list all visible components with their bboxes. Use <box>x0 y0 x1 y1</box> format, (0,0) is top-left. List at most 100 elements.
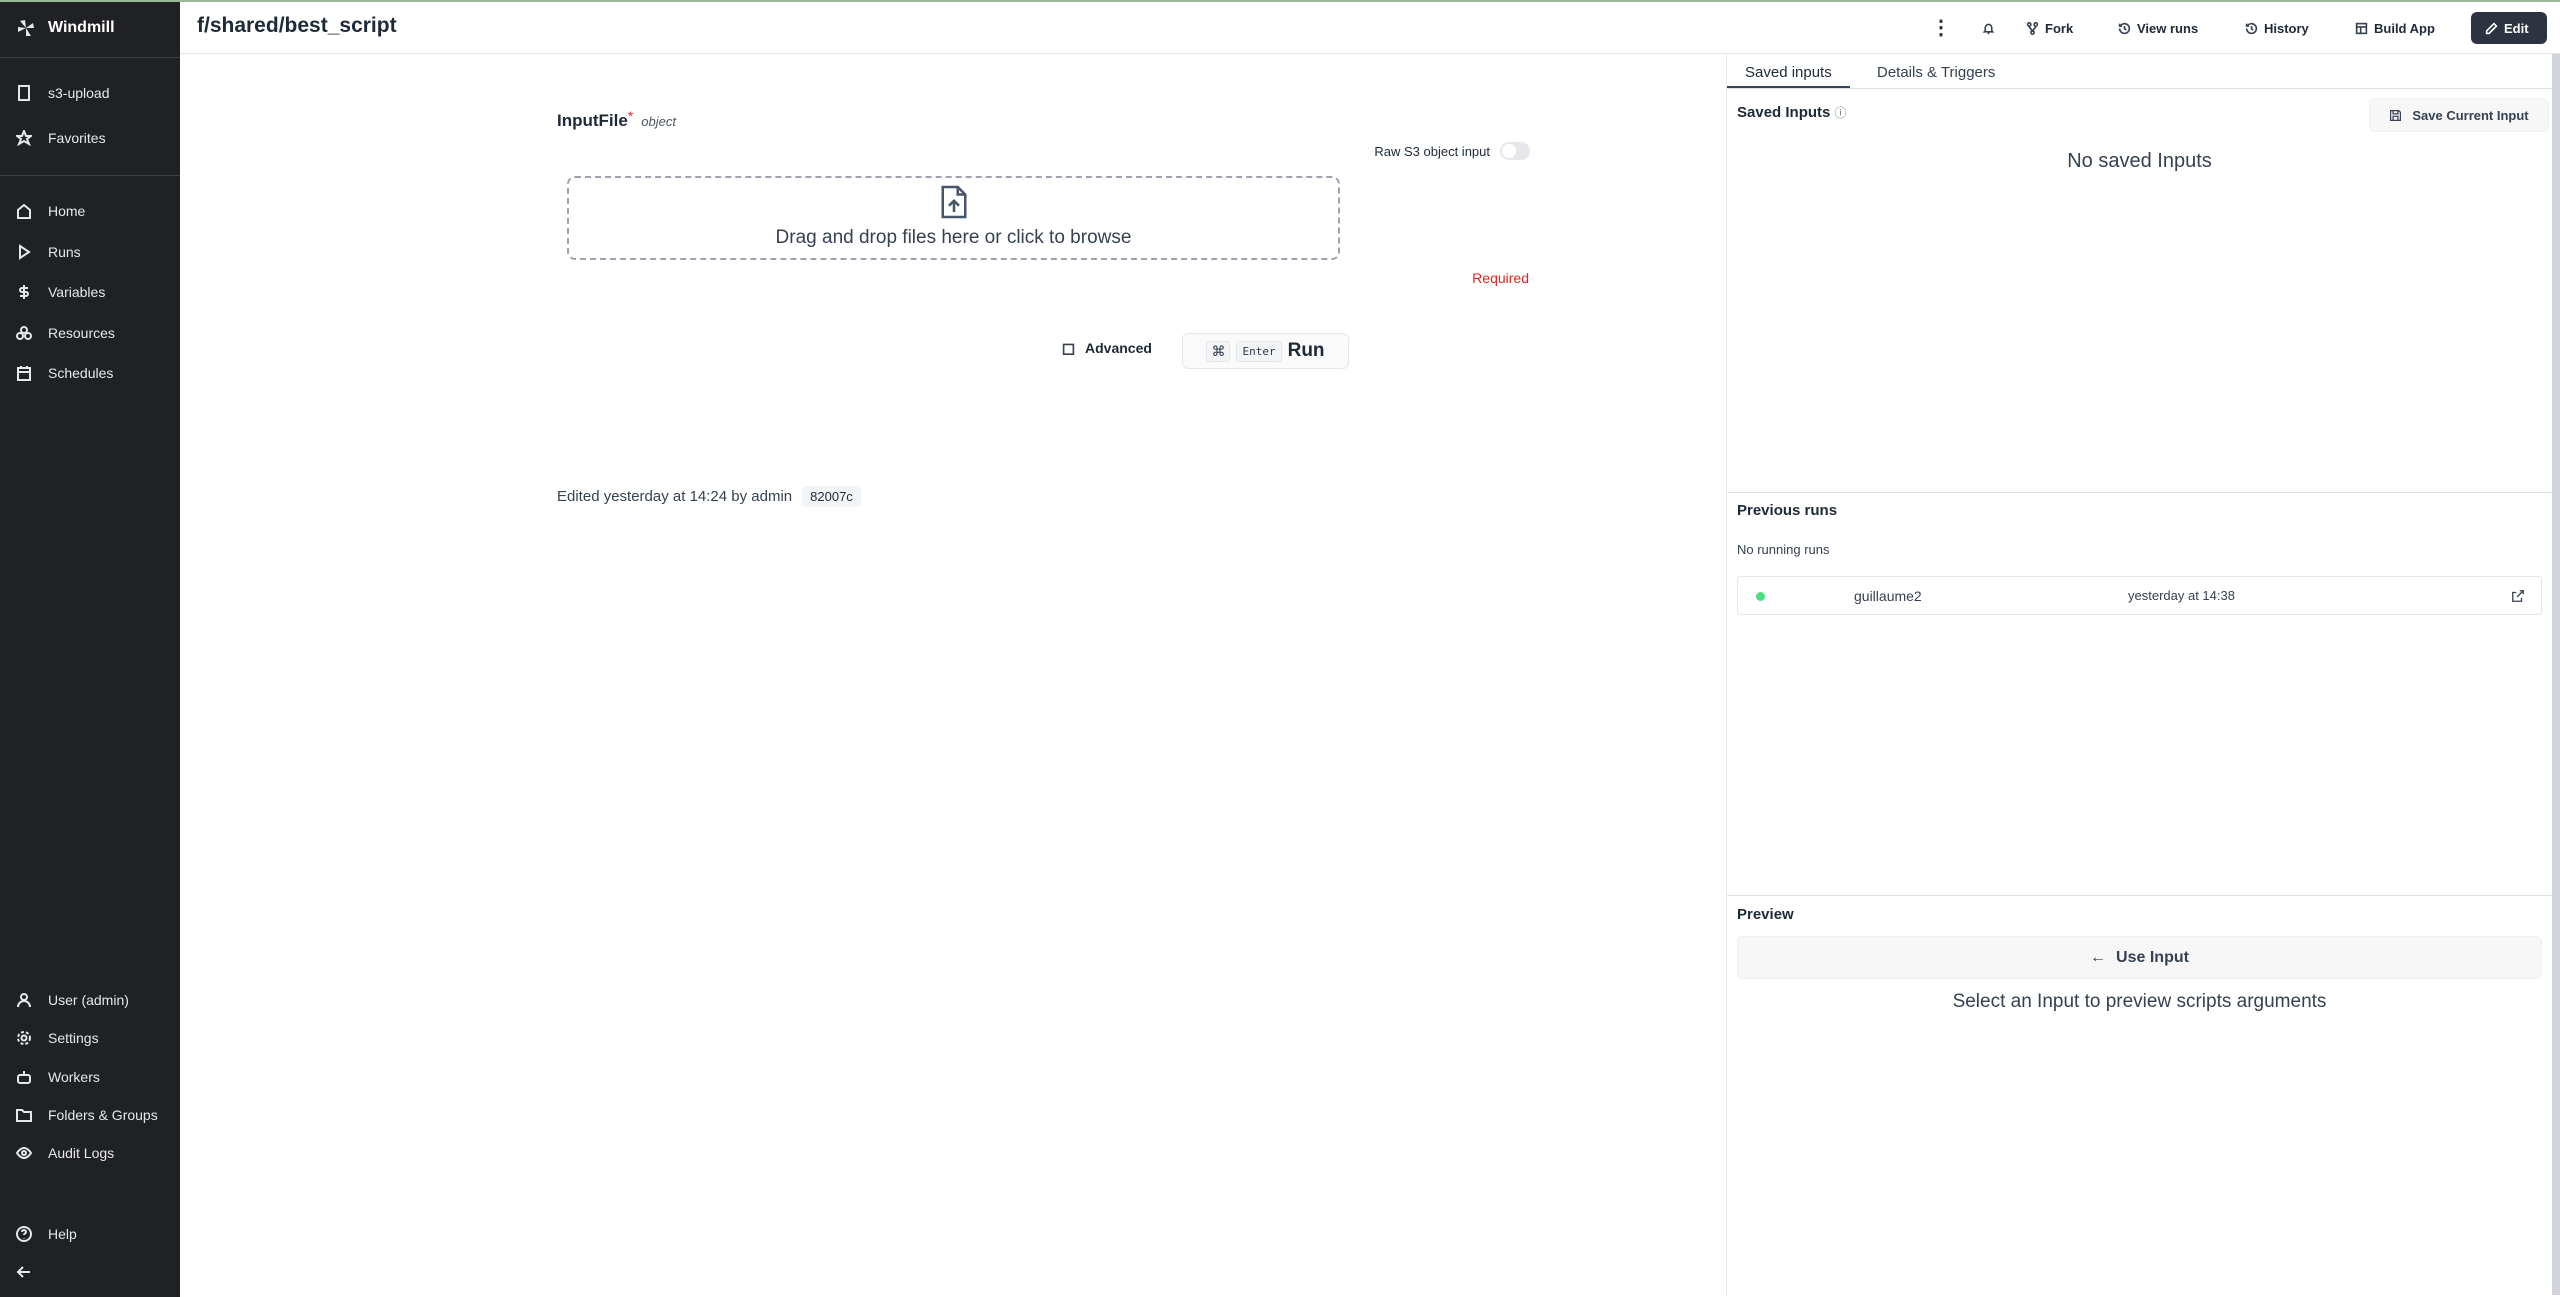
header: f/shared/best_script ⋮ Fork View runs Hi… <box>180 2 2560 54</box>
sidebar-item-workspace[interactable]: s3-upload <box>16 85 110 101</box>
home-icon <box>17 203 31 219</box>
file-upload-icon <box>941 185 966 219</box>
cmd-key: ⌘ <box>1206 340 1231 362</box>
sidebar-item-runs[interactable]: Runs <box>16 244 81 260</box>
help-icon <box>16 1226 32 1242</box>
windmill-icon <box>18 20 34 36</box>
label: Settings <box>48 1030 99 1046</box>
no-running-runs: No running runs <box>1737 542 1830 557</box>
play-icon <box>19 244 31 260</box>
advanced-button[interactable]: Advanced <box>1062 340 1152 356</box>
save-icon <box>2390 109 2402 121</box>
required-mark: * <box>627 108 634 124</box>
saved-inputs-title: Saved Inputs ⓘ <box>1737 104 1847 121</box>
sidebar-item-settings[interactable]: Settings <box>16 1030 99 1046</box>
more-menu-button[interactable]: ⋮ <box>1923 12 1959 44</box>
label: Resources <box>48 325 115 341</box>
field-type: object <box>641 114 676 129</box>
view-runs-button[interactable]: View runs <box>2110 12 2206 44</box>
collapse-sidebar-button[interactable] <box>16 1264 32 1280</box>
user-icon <box>17 993 31 1008</box>
edit-button[interactable]: Edit <box>2471 12 2547 44</box>
building-icon <box>18 85 30 101</box>
save-current-input-button[interactable]: Save Current Input <box>2369 98 2549 132</box>
bot-icon <box>17 1071 31 1084</box>
star-icon <box>16 130 32 146</box>
preview-title: Preview <box>1737 906 1794 923</box>
required-error: Required <box>1472 270 1529 286</box>
label: History <box>2264 20 2309 36</box>
raw-s3-toggle[interactable] <box>1500 142 1530 160</box>
field-header: InputFile * object <box>557 108 676 131</box>
dropzone-text: Drag and drop files here or click to bro… <box>775 227 1132 248</box>
run-label: Run <box>1287 340 1325 361</box>
divider <box>1727 88 2552 89</box>
sidebar: Windmill s3-upload Favorites Home Runs V… <box>0 2 180 1297</box>
sidebar-item-resources[interactable]: Resources <box>16 325 115 341</box>
arrow-left-icon <box>16 1266 30 1278</box>
label: Build App <box>2374 20 2435 36</box>
label: Advanced <box>1085 340 1152 356</box>
use-input-button[interactable]: ← Use Input <box>1737 936 2542 979</box>
label: Edit <box>2504 20 2529 36</box>
run-button[interactable]: ⌘ Enter Run <box>1182 333 1349 369</box>
build-app-button[interactable]: Build App <box>2347 12 2443 44</box>
label: Schedules <box>48 365 114 381</box>
previous-runs-title: Previous runs <box>1737 502 1838 519</box>
sidebar-item-favorites[interactable]: Favorites <box>16 130 106 146</box>
label: View runs <box>2137 20 2199 36</box>
tab-saved-inputs[interactable]: Saved inputs <box>1727 58 1850 88</box>
label: Variables <box>48 284 106 300</box>
windmill-logo[interactable]: Windmill <box>16 18 115 38</box>
label: Workers <box>48 1069 100 1085</box>
file-dropzone[interactable]: Drag and drop files here or click to bro… <box>567 176 1340 260</box>
label: User (admin) <box>48 992 129 1008</box>
arrow-left-icon: ← <box>2090 948 2107 966</box>
main-content: InputFile * object Raw S3 object input Dr… <box>180 54 1726 1295</box>
history-button[interactable]: History <box>2237 12 2317 44</box>
label: Saved Inputs <box>1737 104 1831 121</box>
sidebar-item-user[interactable]: User (admin) <box>16 992 129 1008</box>
label: Folders & Groups <box>48 1107 158 1123</box>
divider <box>0 175 180 176</box>
sidebar-item-help[interactable]: Help <box>16 1226 77 1242</box>
sidebar-item-variables[interactable]: Variables <box>16 284 105 300</box>
toggle-label: Raw S3 object input <box>1374 143 1490 159</box>
sidebar-item-folders[interactable]: Folders & Groups <box>16 1107 158 1123</box>
divider <box>1727 492 2552 493</box>
no-saved-inputs: No saved Inputs <box>2067 150 2212 172</box>
raw-s3-toggle-row: Raw S3 object input <box>1374 142 1530 160</box>
label: Save Current Input <box>2412 107 2529 123</box>
run-time: yesterday at 14:38 <box>2128 588 2235 603</box>
history-icon <box>2245 22 2258 34</box>
label: Use Input <box>2116 948 2189 966</box>
right-panel: Saved inputs Details & Triggers Saved In… <box>1726 54 2552 1295</box>
sidebar-item-workers[interactable]: Workers <box>16 1069 100 1085</box>
edited-text: Edited yesterday at 14:24 by admin <box>557 488 793 505</box>
label: Home <box>48 203 86 219</box>
sidebar-item-home[interactable]: Home <box>16 203 85 219</box>
status-dot <box>1756 592 1765 601</box>
bell-icon <box>1982 23 1995 34</box>
preview-hint: Select an Input to preview scripts argum… <box>1952 991 2327 1012</box>
boxes-icon <box>16 326 32 340</box>
brand-name: Windmill <box>48 19 115 36</box>
run-user: guillaume2 <box>1854 588 1922 604</box>
folder-icon <box>16 1109 32 1122</box>
eye-icon <box>16 1146 32 1160</box>
sidebar-item-schedules[interactable]: Schedules <box>16 365 113 381</box>
fork-button[interactable]: Fork <box>2018 12 2081 44</box>
dollar-icon <box>19 285 29 299</box>
sidebar-item-audit-logs[interactable]: Audit Logs <box>16 1145 114 1161</box>
scrollbar[interactable] <box>2552 54 2560 1295</box>
calendar-icon <box>17 366 31 381</box>
label: Fork <box>2045 20 2074 36</box>
external-link-icon[interactable] <box>2511 589 2525 603</box>
notifications-button[interactable] <box>1974 12 2003 44</box>
run-row[interactable]: guillaume2 yesterday at 14:38 <box>1737 576 2542 615</box>
label: Favorites <box>48 130 106 146</box>
field-name: InputFile <box>557 111 628 130</box>
divider <box>1727 895 2552 896</box>
kebab-icon: ⋮ <box>1931 17 1951 39</box>
tab-details-triggers[interactable]: Details & Triggers <box>1877 64 1996 81</box>
